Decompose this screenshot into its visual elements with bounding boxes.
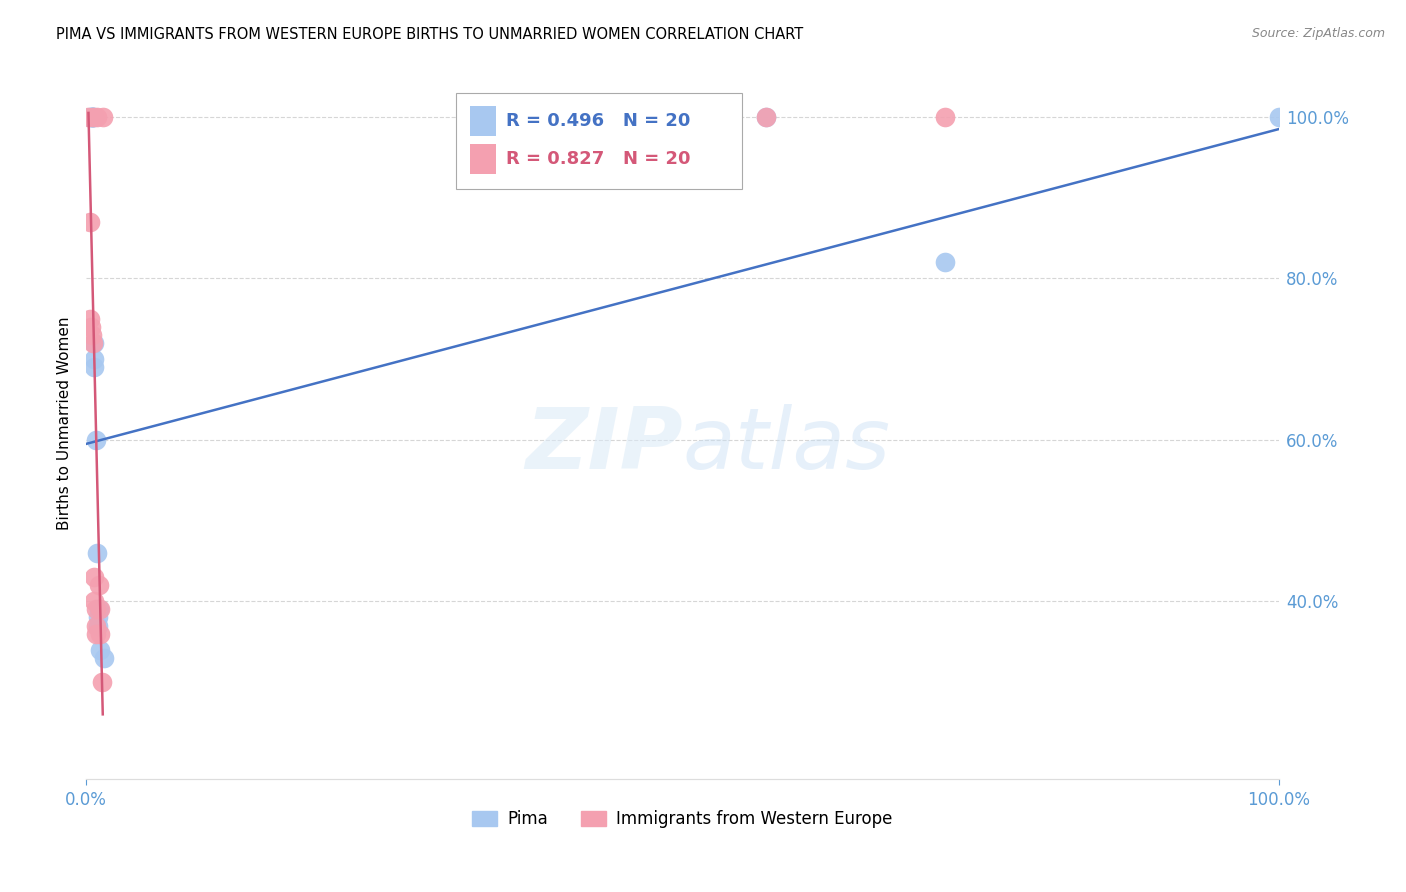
- Point: [84, 618, 107, 632]
- Point: [755, 110, 778, 124]
- Text: Source: ZipAtlas.com: Source: ZipAtlas.com: [1251, 27, 1385, 40]
- Y-axis label: Births to Unmarried Women: Births to Unmarried Women: [58, 317, 72, 531]
- Point: [86, 110, 108, 124]
- Point: [80, 110, 103, 124]
- Point: [83, 336, 105, 351]
- Point: [89, 602, 111, 616]
- Point: [82, 110, 104, 124]
- Point: [91, 110, 114, 124]
- Bar: [470, 144, 496, 174]
- FancyBboxPatch shape: [456, 94, 742, 189]
- Text: R = 0.827   N = 20: R = 0.827 N = 20: [506, 150, 690, 168]
- Point: [83, 594, 105, 608]
- Point: [80, 110, 103, 124]
- Point: [93, 650, 115, 665]
- Point: [83, 110, 105, 124]
- Point: [79, 311, 101, 326]
- Point: [934, 255, 956, 269]
- Point: [755, 110, 778, 124]
- Point: [83, 570, 105, 584]
- Point: [89, 626, 111, 640]
- Point: [87, 618, 110, 632]
- Point: [89, 642, 111, 657]
- Point: [82, 110, 104, 124]
- Text: ZIP: ZIP: [524, 403, 682, 486]
- Point: [82, 110, 104, 124]
- Point: [80, 110, 103, 124]
- Point: [80, 327, 103, 342]
- Point: [84, 626, 107, 640]
- Point: [84, 433, 107, 447]
- Point: [87, 610, 110, 624]
- Point: [82, 336, 104, 351]
- Legend: Pima, Immigrants from Western Europe: Pima, Immigrants from Western Europe: [465, 803, 900, 835]
- Point: [79, 110, 101, 124]
- Bar: [470, 106, 496, 136]
- Point: [83, 360, 105, 375]
- Point: [79, 215, 101, 229]
- Point: [77, 110, 100, 124]
- Point: [89, 602, 111, 616]
- Point: [1268, 110, 1291, 124]
- Point: [89, 578, 111, 592]
- Point: [86, 546, 108, 560]
- Point: [80, 319, 103, 334]
- Text: atlas: atlas: [682, 403, 890, 486]
- Text: R = 0.496   N = 20: R = 0.496 N = 20: [506, 112, 690, 130]
- Point: [84, 602, 107, 616]
- Point: [83, 352, 105, 367]
- Text: PIMA VS IMMIGRANTS FROM WESTERN EUROPE BIRTHS TO UNMARRIED WOMEN CORRELATION CHA: PIMA VS IMMIGRANTS FROM WESTERN EUROPE B…: [56, 27, 803, 42]
- Point: [90, 675, 112, 690]
- Point: [934, 110, 956, 124]
